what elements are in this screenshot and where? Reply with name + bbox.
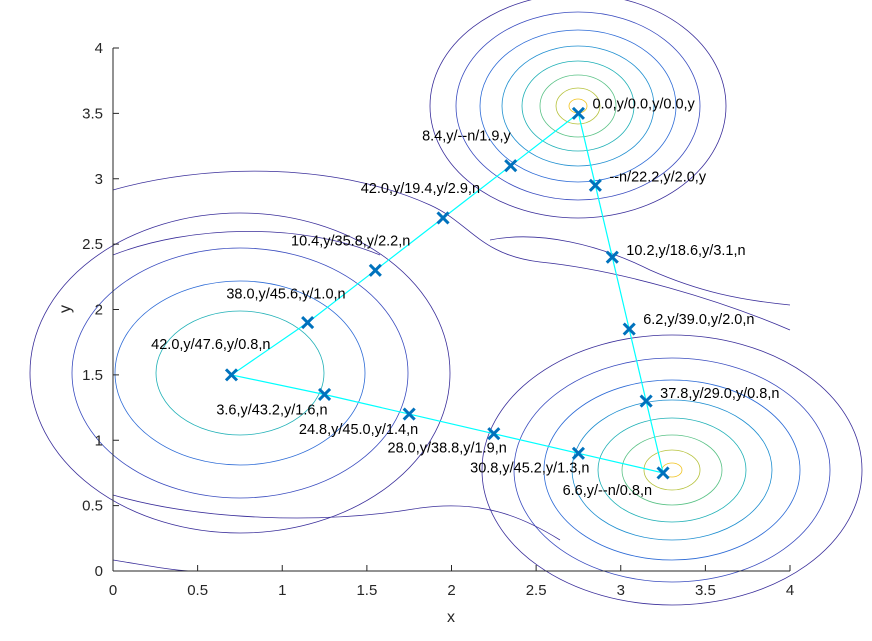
- marker-group: [224, 106, 670, 480]
- contour-ring: [539, 74, 617, 138]
- x-tick-label: 3: [617, 582, 625, 599]
- x-marker: [622, 322, 636, 336]
- point-label: 6.2,y/39.0,y/2.0,n: [643, 312, 754, 328]
- point-label: 37.8,y/29.0,y/0.8,n: [660, 386, 779, 402]
- point-label-group: 0.0,y/0.0,y/0.0,y --n/22.2,y/2.0,y 10.2,y/…: [151, 96, 779, 499]
- point-label: 8.4,y/--n/1.9,y: [422, 129, 511, 145]
- contour-ring: [621, 434, 723, 506]
- contour-ring: [71, 247, 409, 499]
- point-label: 42.0,y/19.4,y/2.9,n: [361, 181, 480, 197]
- y-tick-label: 1.5: [82, 367, 103, 384]
- contour-ring: [429, 0, 727, 219]
- x-tick-label: 0: [109, 582, 117, 599]
- x-marker: [571, 106, 585, 120]
- x-marker: [605, 250, 619, 264]
- contour-ring: [643, 449, 701, 491]
- contour-curve: [112, 494, 561, 541]
- y-tick-label: 2.5: [82, 236, 103, 253]
- y-tick-label: 1: [95, 432, 103, 449]
- x-marker: [301, 316, 315, 330]
- contour-ring: [571, 399, 773, 541]
- x-tick-label: 1: [278, 582, 286, 599]
- x-axis-label: x: [447, 609, 455, 626]
- point-label: 30.8,y/45.2,y/1.3,n: [470, 460, 589, 476]
- contour-curve: [112, 230, 381, 256]
- path-line-group: [230, 112, 664, 474]
- contour-ring: [501, 45, 655, 167]
- contour-ring: [481, 334, 863, 606]
- contour-ring: [555, 87, 601, 125]
- y-tick-label: 0.5: [82, 498, 103, 515]
- point-label: 28.0,y/38.8,y/1.9,n: [388, 441, 507, 457]
- x-tick-label: 1.5: [356, 582, 377, 599]
- point-label: 6.6,y/--n/0.8,n: [563, 483, 652, 499]
- y-tick-label: 3.5: [82, 105, 103, 122]
- y-tick-label: 3: [95, 171, 103, 188]
- contour-ring: [543, 379, 801, 561]
- x-marker: [588, 178, 602, 192]
- x-marker: [224, 368, 239, 382]
- point-label: 42.0,y/47.6,y/0.8,n: [151, 337, 270, 353]
- x-marker: [656, 466, 670, 480]
- contour-ring: [114, 280, 366, 466]
- y-tick-label: 4: [95, 40, 103, 57]
- point-label: 38.0,y/45.6,y/1.0,n: [226, 287, 345, 303]
- y-tick-label: 0: [95, 563, 103, 580]
- contour-ring: [455, 11, 701, 201]
- series-line: [230, 112, 664, 474]
- x-tick-label: 2: [447, 582, 455, 599]
- point-label: 10.4,y/35.8,y/2.2,n: [291, 233, 410, 249]
- point-label: --n/22.2,y/2.0,y: [609, 169, 706, 185]
- x-tick-label: 4: [786, 582, 794, 599]
- contour-ring: [513, 357, 831, 583]
- x-marker: [487, 427, 501, 441]
- x-ticks: 0 0.5 1 1.5 2 2.5 3 3.5 4: [109, 565, 794, 599]
- x-tick-label: 0.5: [187, 582, 208, 599]
- x-marker: [402, 407, 416, 421]
- y-axis-label: y: [57, 305, 74, 313]
- x-marker: [318, 387, 332, 402]
- contour-ring: [521, 60, 635, 152]
- point-label: 24.8,y/45.0,y/1.4,n: [299, 422, 418, 438]
- contour-ring: [29, 212, 451, 534]
- contour-ring: [597, 417, 747, 523]
- y-tick-label: 2: [95, 302, 103, 319]
- x-marker: [368, 263, 382, 277]
- point-label: 10.2,y/18.6,y/3.1,n: [626, 243, 745, 259]
- contour-curve: [489, 236, 791, 306]
- plot-background: [113, 48, 790, 571]
- x-marker: [639, 394, 653, 408]
- point-label: 0.0,y/0.0,y/0.0,y: [592, 96, 695, 112]
- point-label: 3.6,y/43.2,y/1.6,n: [216, 402, 327, 418]
- x-marker: [504, 159, 518, 173]
- contour-ring: [479, 29, 677, 183]
- contour-background: [29, 0, 863, 606]
- axes: 0 0.5 1 1.5 2 2.5 3 3.5 4 0 0.5 1 1.5 2 2.5 3 3.5 4 x y: [57, 40, 794, 626]
- x-marker: [571, 446, 585, 460]
- x-tick-label: 2.5: [526, 582, 547, 599]
- contour-curve: [112, 170, 791, 331]
- y-ticks: 0 0.5 1 1.5 2 2.5 3 3.5 4: [82, 40, 119, 580]
- contour-ring: [155, 310, 325, 436]
- x-marker: [436, 211, 450, 225]
- x-tick-label: 3.5: [695, 582, 716, 599]
